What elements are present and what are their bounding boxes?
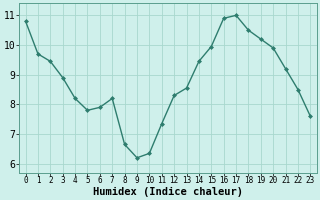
- X-axis label: Humidex (Indice chaleur): Humidex (Indice chaleur): [93, 186, 243, 197]
